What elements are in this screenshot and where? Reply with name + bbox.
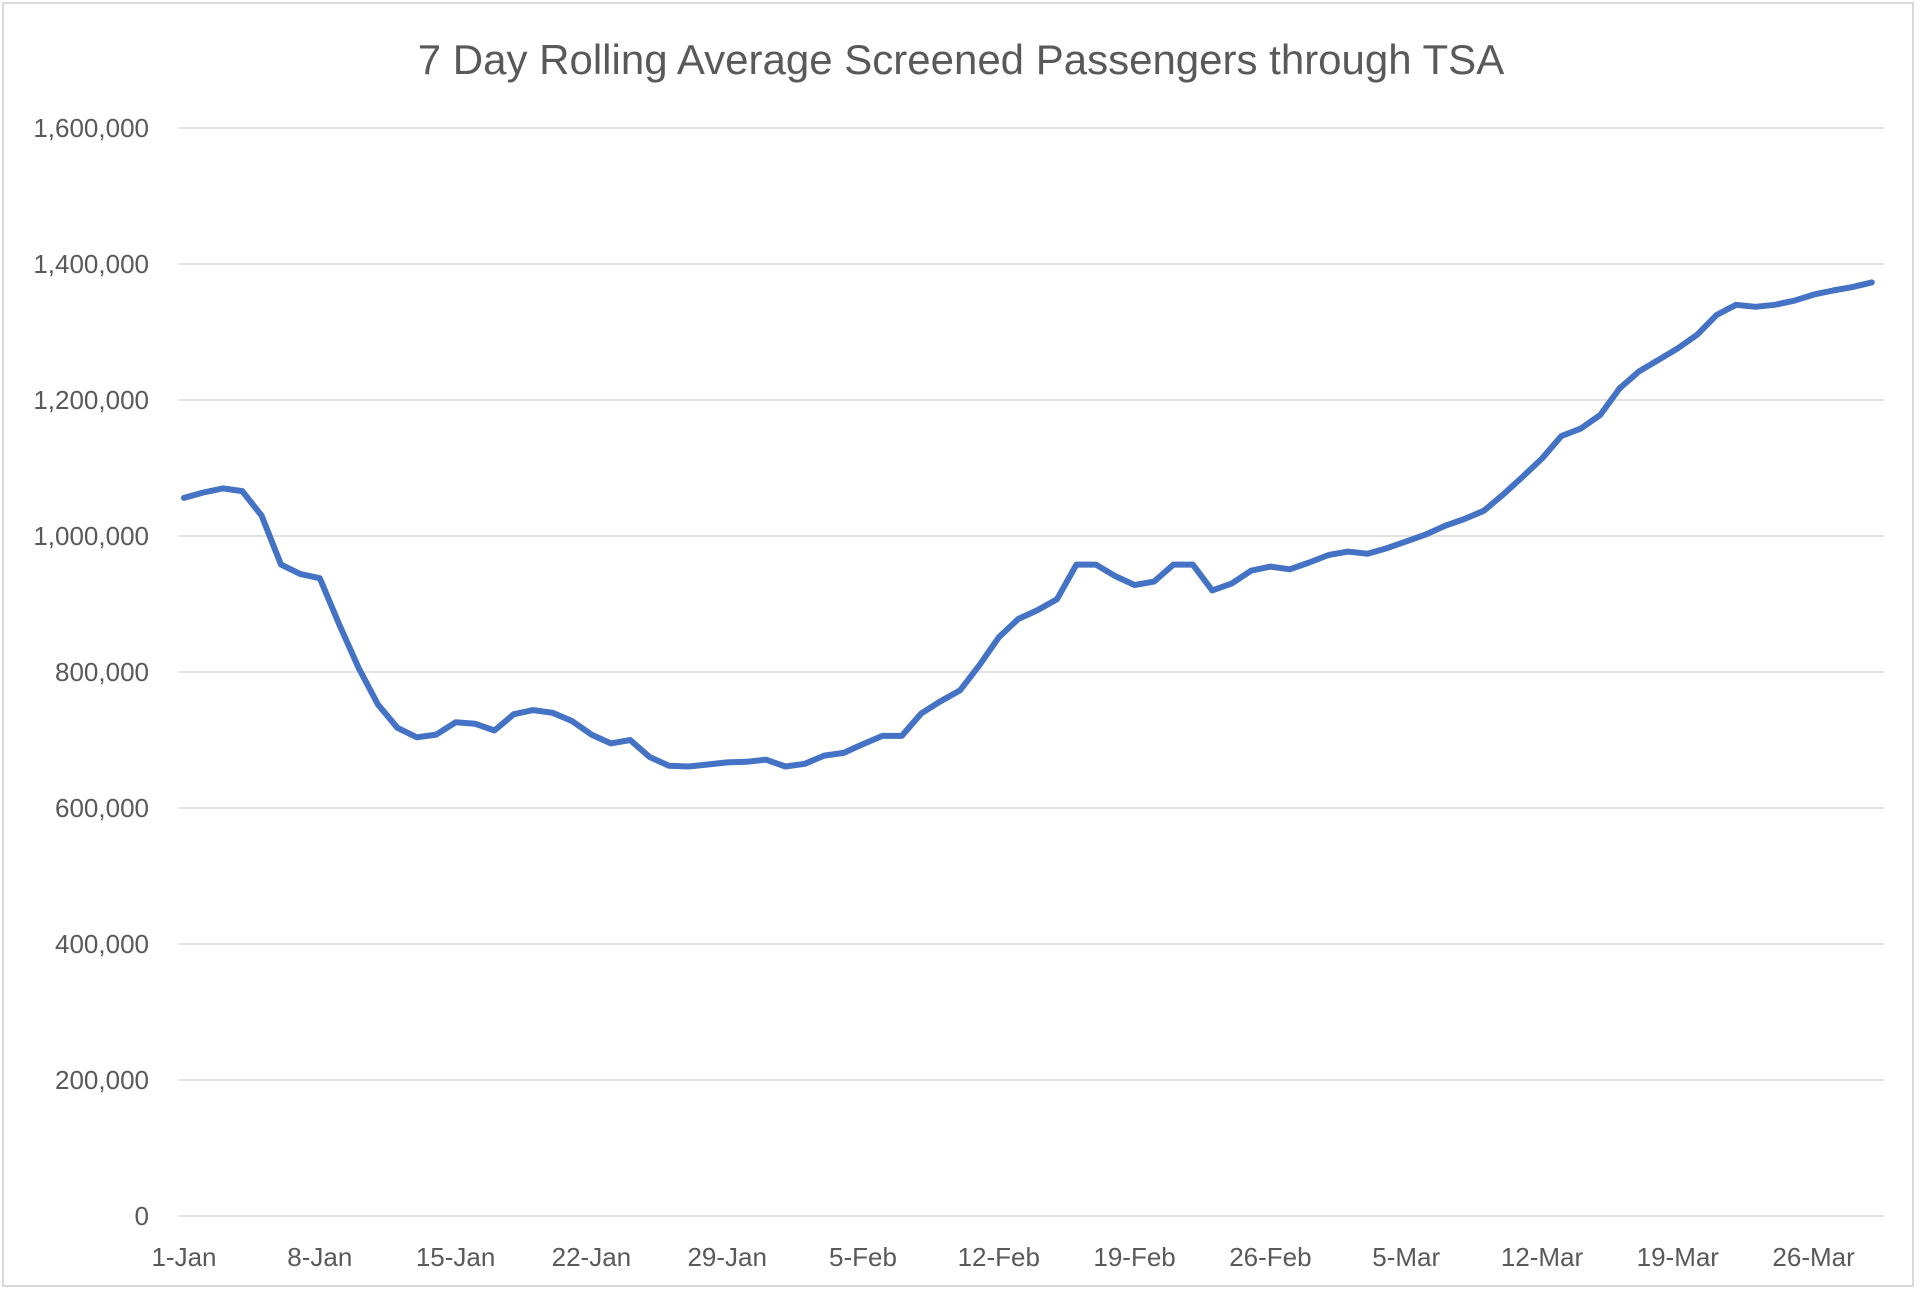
x-tick-label: 5-Feb	[829, 1242, 897, 1272]
x-axis-tick-labels: 1-Jan 8-Jan 15-Jan 22-Jan 29-Jan 5-Feb 12-Feb 1…	[151, 1242, 1855, 1272]
x-tick-label: 29-Jan	[687, 1242, 767, 1272]
x-tick-label: 26-Feb	[1229, 1242, 1311, 1272]
x-tick-label: 22-Jan	[552, 1242, 632, 1272]
series-layer	[181, 279, 1875, 770]
x-tick-label: 12-Mar	[1501, 1242, 1584, 1272]
line-chart: 7 Day Rolling Average Screened Passenger…	[33, 36, 1884, 1272]
x-tick-label: 15-Jan	[416, 1242, 496, 1272]
gridlines	[179, 127, 1884, 1217]
x-tick-label: 19-Mar	[1637, 1242, 1720, 1272]
y-tick-label: 600,000	[55, 793, 149, 823]
x-tick-label: 1-Jan	[151, 1242, 216, 1272]
y-axis-tick-labels: 0 200,000 400,000 600,000 800,000 1,000,000 1,…	[33, 113, 149, 1231]
x-tick-label: 5-Mar	[1372, 1242, 1440, 1272]
y-tick-label: 1,200,000	[33, 385, 149, 415]
x-tick-label: 12-Feb	[958, 1242, 1040, 1272]
series-line	[181, 279, 1875, 770]
x-tick-label: 8-Jan	[287, 1242, 352, 1272]
y-tick-label: 200,000	[55, 1065, 149, 1095]
y-tick-label: 1,400,000	[33, 249, 149, 279]
y-tick-label: 1,000,000	[33, 521, 149, 551]
x-tick-label: 26-Mar	[1772, 1242, 1855, 1272]
y-tick-label: 400,000	[55, 929, 149, 959]
y-tick-label: 800,000	[55, 657, 149, 687]
y-tick-label: 1,600,000	[33, 113, 149, 143]
x-tick-label: 19-Feb	[1093, 1242, 1175, 1272]
y-tick-label: 0	[135, 1201, 149, 1231]
chart-title: 7 Day Rolling Average Screened Passenger…	[418, 36, 1504, 83]
